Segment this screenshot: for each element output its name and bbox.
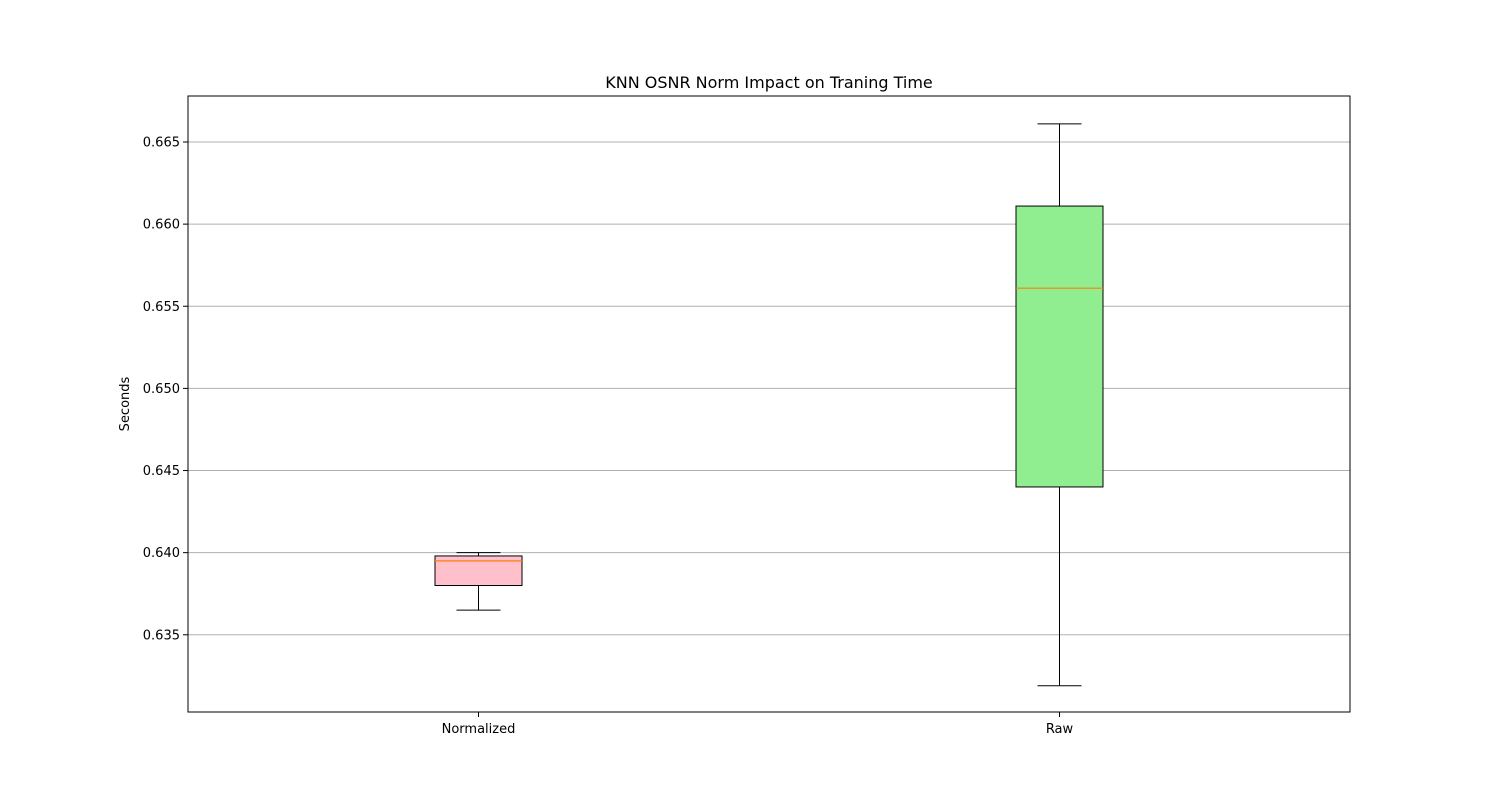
- x-tick-label: Raw: [1046, 722, 1074, 737]
- box-normalized: [434, 552, 523, 611]
- grid-lines: [188, 141, 1350, 636]
- y-tick-label: 0.640: [143, 546, 180, 561]
- y-axis-ticks: 0.635 0.640 0.645 0.650 0.655 0.660 0.665: [143, 135, 188, 643]
- y-tick-label: 0.635: [143, 628, 180, 643]
- y-tick-label: 0.650: [143, 382, 180, 397]
- chart-title: KNN OSNR Norm Impact on Traning Time: [605, 73, 933, 92]
- plot-frame: [187, 95, 1351, 713]
- x-tick-label: Normalized: [442, 722, 516, 737]
- boxes: [434, 123, 1104, 687]
- box-iqr: [1015, 205, 1104, 488]
- y-tick-label: 0.660: [143, 218, 180, 233]
- y-tick-label: 0.665: [143, 135, 180, 150]
- y-axis-label: Seconds: [118, 376, 133, 431]
- x-axis-ticks: Normalized Raw: [442, 712, 1074, 737]
- y-tick-label: 0.645: [143, 464, 180, 479]
- box-raw: [1015, 123, 1104, 687]
- y-tick-label: 0.655: [143, 300, 180, 315]
